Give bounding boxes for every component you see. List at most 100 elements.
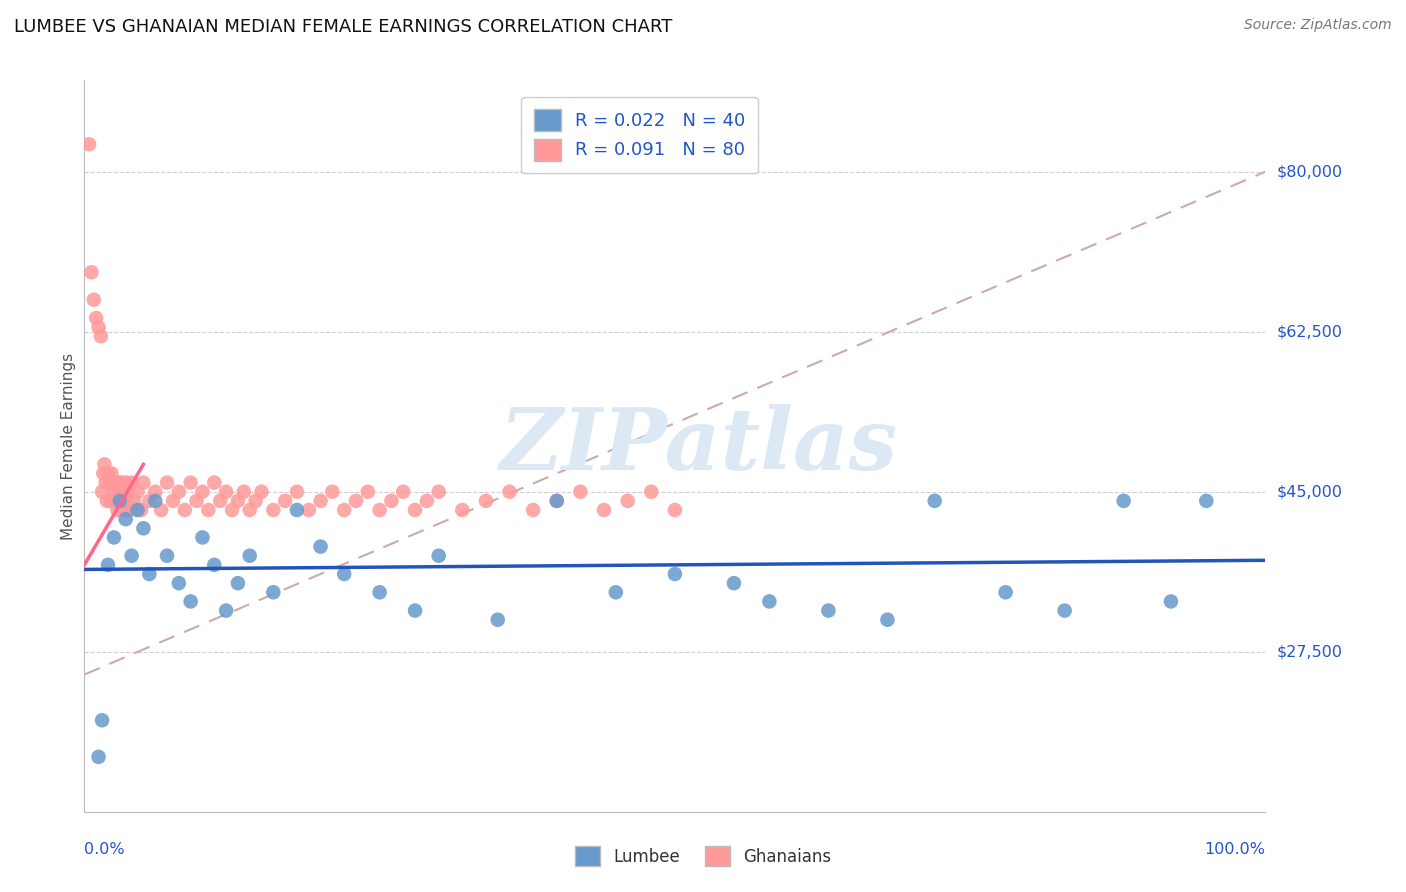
Point [98, 493, 121, 508]
Point [569, 484, 592, 499]
Point [245, 493, 267, 508]
Point [129, 503, 152, 517]
Point [90, 329, 112, 343]
Point [427, 484, 450, 499]
Point [110, 475, 132, 490]
Point [150, 503, 173, 517]
Point [486, 613, 509, 627]
Point [138, 567, 160, 582]
Point [180, 594, 202, 608]
Point [616, 493, 638, 508]
Point [285, 484, 308, 499]
Point [209, 493, 232, 508]
Point [262, 503, 284, 517]
Point [104, 475, 127, 490]
Point [112, 484, 135, 499]
Point [546, 493, 568, 508]
Point [87, 320, 110, 334]
Point [94, 475, 117, 490]
Point [101, 484, 124, 499]
Point [93, 457, 115, 471]
Point [132, 475, 155, 490]
Point [309, 493, 332, 508]
Point [143, 493, 166, 508]
Point [226, 493, 249, 508]
Point [138, 493, 160, 508]
Text: LUMBEE VS GHANAIAN MEDIAN FEMALE EARNINGS CORRELATION CHART: LUMBEE VS GHANAIAN MEDIAN FEMALE EARNING… [14, 18, 672, 36]
Point [202, 558, 225, 572]
Point [111, 493, 134, 508]
Point [309, 540, 332, 554]
Point [97, 558, 120, 572]
Point [274, 493, 297, 508]
Text: 0.0%: 0.0% [84, 842, 125, 857]
Text: $80,000: $80,000 [1277, 164, 1343, 179]
Point [333, 567, 356, 582]
Point [97, 467, 120, 481]
Point [404, 503, 426, 517]
Point [876, 613, 898, 627]
Point [84, 310, 107, 325]
Point [285, 503, 308, 517]
Point [103, 530, 125, 544]
Point [239, 549, 262, 563]
Point [197, 503, 219, 517]
Point [96, 493, 118, 508]
Point [522, 503, 544, 517]
Point [1053, 603, 1076, 617]
Point [723, 576, 745, 591]
Text: $45,000: $45,000 [1277, 484, 1343, 500]
Point [368, 585, 391, 599]
Point [392, 484, 415, 499]
Point [475, 493, 498, 508]
Point [416, 493, 439, 508]
Point [167, 576, 190, 591]
Point [118, 503, 141, 517]
Point [121, 549, 143, 563]
Point [664, 567, 686, 582]
Text: $62,500: $62,500 [1277, 324, 1343, 339]
Point [191, 484, 214, 499]
Point [83, 293, 105, 307]
Point [107, 503, 129, 517]
Point [100, 467, 122, 481]
Point [344, 493, 367, 508]
Point [221, 503, 243, 517]
Point [202, 475, 225, 490]
Point [173, 503, 195, 517]
Text: 100.0%: 100.0% [1205, 842, 1265, 857]
Point [80, 265, 103, 279]
Point [215, 603, 238, 617]
Point [1160, 594, 1182, 608]
Y-axis label: Median Female Earnings: Median Female Earnings [60, 352, 76, 540]
Legend: R = 0.022   N = 40, R = 0.091   N = 80: R = 0.022 N = 40, R = 0.091 N = 80 [520, 96, 758, 173]
Point [114, 475, 136, 490]
Point [368, 503, 391, 517]
Point [186, 493, 208, 508]
Point [1112, 493, 1135, 508]
Legend: Lumbee, Ghanaians: Lumbee, Ghanaians [567, 838, 839, 875]
Text: Source: ZipAtlas.com: Source: ZipAtlas.com [1244, 18, 1392, 32]
Point [498, 484, 520, 499]
Point [924, 493, 946, 508]
Point [103, 493, 125, 508]
Point [427, 549, 450, 563]
Point [87, 749, 110, 764]
Point [132, 521, 155, 535]
Point [117, 484, 139, 499]
Point [105, 484, 128, 499]
Point [333, 503, 356, 517]
Point [107, 475, 129, 490]
Point [357, 484, 380, 499]
Point [156, 475, 179, 490]
Point [156, 549, 179, 563]
Point [546, 493, 568, 508]
Point [91, 484, 114, 499]
Point [250, 484, 273, 499]
Point [593, 503, 616, 517]
Text: $27,500: $27,500 [1277, 644, 1343, 659]
Point [262, 585, 284, 599]
Point [143, 484, 166, 499]
Point [191, 530, 214, 544]
Point [162, 493, 184, 508]
